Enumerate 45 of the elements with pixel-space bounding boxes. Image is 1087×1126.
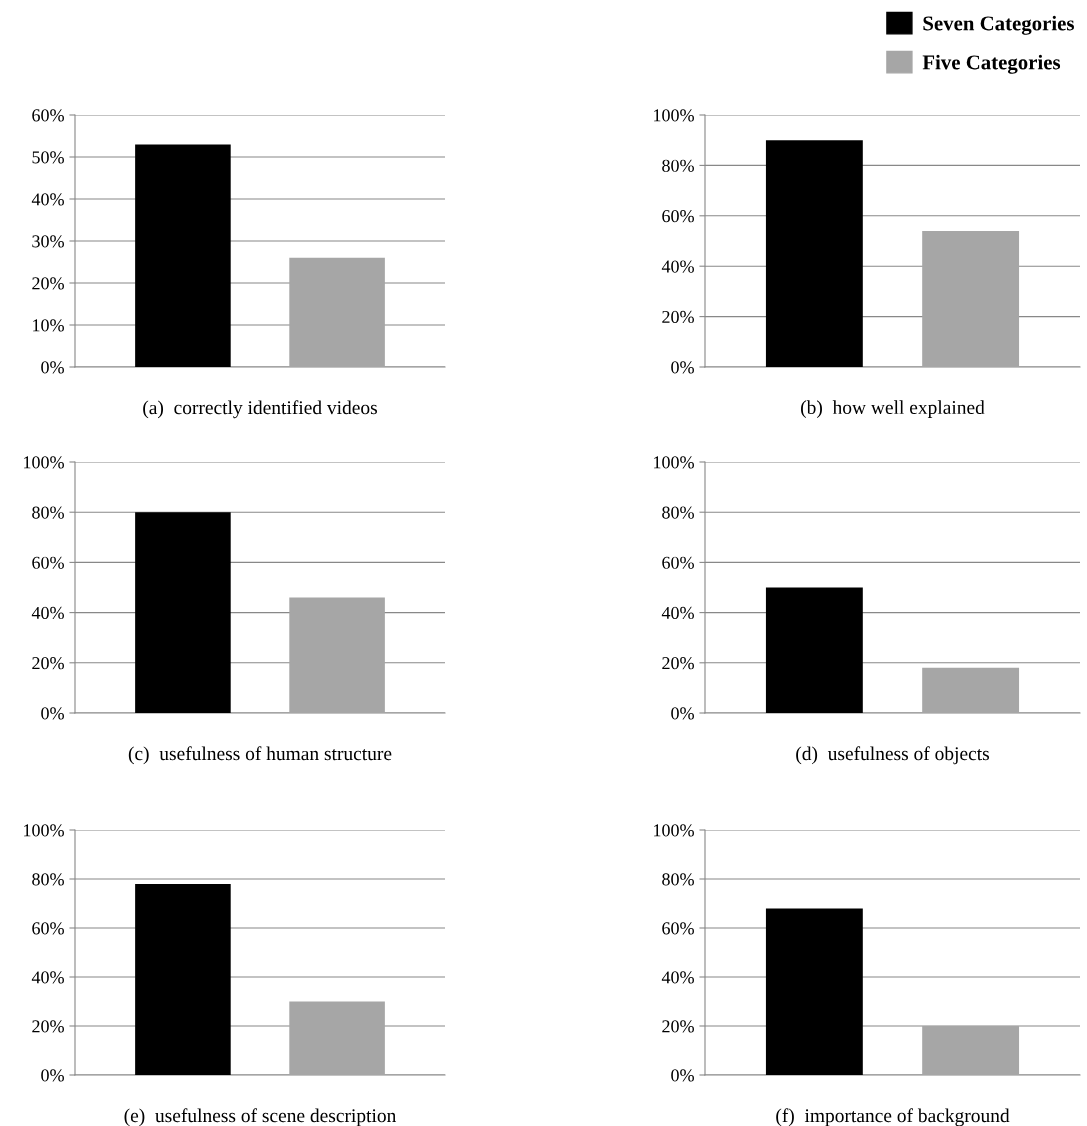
y-tick-label: 100% xyxy=(654,456,694,469)
text: (a) correctly identified videos xyxy=(143,400,377,419)
y-tick-label: 40% xyxy=(31,193,64,206)
y-tick-label: 60% xyxy=(32,109,64,122)
y-tick-label: 80% xyxy=(662,506,694,519)
text: (b) how well explained xyxy=(801,400,985,418)
text: (e) usefulness of scene description xyxy=(124,1108,397,1126)
y-tick-label: 20% xyxy=(32,657,64,670)
y-tick-label: 20% xyxy=(662,657,694,670)
y-tick-label: 0% xyxy=(671,707,694,720)
y-tick-label: 100% xyxy=(24,824,64,837)
legend-label: Five Categories xyxy=(922,54,1061,74)
y-tick-label: 100% xyxy=(24,456,64,469)
y-tick-label: 100% xyxy=(654,824,694,837)
y-tick-label: 20% xyxy=(32,1020,64,1033)
y-tick-label: 60% xyxy=(662,210,694,223)
text: (c) usefulness of human structure xyxy=(128,746,392,765)
y-tick-label: 80% xyxy=(662,873,694,886)
y-tick-label: 80% xyxy=(32,873,64,886)
y-tick-label: 30% xyxy=(32,235,64,248)
y-tick-label: 50% xyxy=(32,151,64,164)
y-tick-label: 80% xyxy=(662,159,694,172)
y-tick-label: 40% xyxy=(661,971,694,984)
y-tick-label: 80% xyxy=(32,506,64,519)
y-tick-label: 60% xyxy=(662,922,694,935)
y-tick-label: 10% xyxy=(33,319,64,332)
y-tick-label: 0% xyxy=(41,1069,64,1082)
y-tick-label: 40% xyxy=(661,260,694,273)
y-tick-label: 20% xyxy=(662,1020,694,1033)
text: (f) importance of background xyxy=(776,1108,1010,1126)
y-tick-label: 0% xyxy=(41,361,64,374)
y-tick-label: 60% xyxy=(662,556,694,569)
y-tick-label: 60% xyxy=(32,556,64,569)
y-tick-label: 60% xyxy=(32,922,64,935)
text: (d) usefulness of objects xyxy=(796,746,989,765)
legend-label: Seven Categories xyxy=(923,15,1074,35)
y-tick-label: 40% xyxy=(31,971,64,984)
y-tick-label: 100% xyxy=(654,109,694,122)
y-tick-label: 0% xyxy=(671,1069,694,1082)
y-tick-label: 20% xyxy=(662,310,694,324)
y-tick-label: 40% xyxy=(661,606,694,620)
y-tick-label: 20% xyxy=(32,277,64,290)
y-tick-label: 0% xyxy=(41,707,64,720)
y-tick-label: 0% xyxy=(671,361,694,374)
y-tick-label: 40% xyxy=(31,606,64,620)
